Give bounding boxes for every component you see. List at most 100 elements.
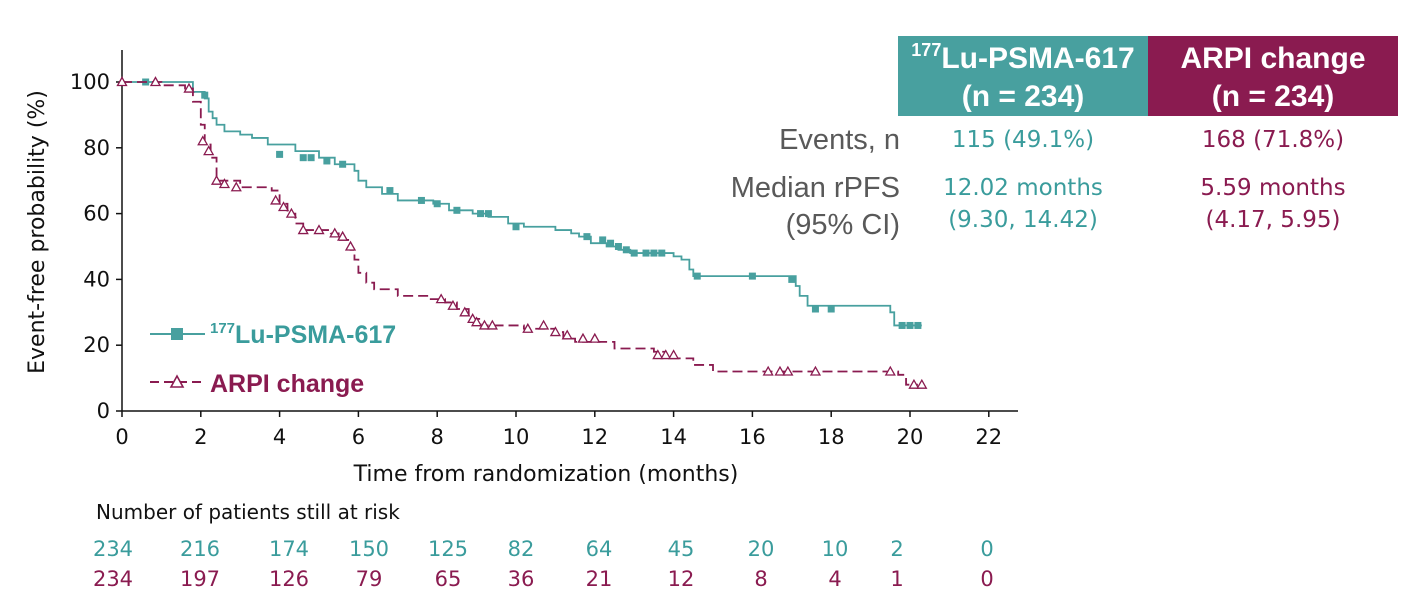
censor-mark-triangle <box>478 319 491 330</box>
censor-mark-triangle <box>577 332 589 343</box>
risk-row-lu-cell: 2 <box>890 537 904 561</box>
censor-mark-square <box>898 321 906 329</box>
lu-events: 115 (49.1%) <box>951 127 1095 153</box>
censor-mark-square <box>307 154 315 162</box>
censor-mark-square <box>477 210 485 218</box>
legend-label-lu: 177Lu-PSMA-617 <box>210 320 396 349</box>
risk-row-arpi-cell: 197 <box>179 567 221 591</box>
censor-mark-triangle <box>884 365 896 376</box>
censor-mark-triangle <box>116 76 128 87</box>
legend-item-lu: 177Lu-PSMA-617 <box>150 320 396 349</box>
ci-label: (95% CI) <box>785 209 900 241</box>
risk-row-arpi-cell: 79 <box>355 567 383 591</box>
legend-label-arpi: ARPI change <box>210 370 364 398</box>
censor-mark-triangle <box>344 240 357 251</box>
risk-row-arpi-cell: 8 <box>754 567 768 591</box>
legend-marker-arpi <box>169 374 185 388</box>
lu-header-sup: 177 <box>911 40 942 60</box>
lu-ci: (9.30, 14.42) <box>948 207 1098 233</box>
series-layer <box>116 76 928 389</box>
axes: 0 2 4 6 8 10 12 14 16 18 20 22 0 20 40 60 80 100 <box>70 50 1018 449</box>
censor-mark-square <box>276 150 284 158</box>
censor-mark-square <box>599 236 607 244</box>
y-tick-label: 60 <box>83 202 110 226</box>
censor-mark-square <box>788 275 796 283</box>
risk-row-arpi-cell: 1 <box>890 567 904 591</box>
x-axis-title: Time from randomization (months) <box>353 462 739 487</box>
risk-row-arpi-cell: 65 <box>434 567 462 591</box>
censor-mark-triangle <box>277 201 290 212</box>
censor-mark-triangle <box>660 349 672 360</box>
arpi-ci: (4.17, 5.95) <box>1205 207 1341 233</box>
risk-table-title: Number of patients still at risk <box>96 500 400 524</box>
x-tick-label: 12 <box>581 425 608 449</box>
risk-row-arpi-cell: 234 <box>92 567 134 591</box>
risk-row-lu-cell: 174 <box>268 537 310 561</box>
risk-row-arpi-cell: 4 <box>828 567 842 591</box>
x-tick-label: 2 <box>194 425 207 449</box>
censor-mark-triangle <box>197 135 209 146</box>
x-tick-label: 0 <box>115 425 128 449</box>
censor-mark-square <box>299 154 307 162</box>
censor-mark-square <box>386 187 394 195</box>
censor-mark-square <box>484 210 492 218</box>
y-axis-title: Event-free probability (%) <box>25 90 50 374</box>
x-tick-label: 20 <box>897 425 924 449</box>
series-line <box>122 81 922 327</box>
y-tick-label: 100 <box>70 70 110 94</box>
censor-mark-square <box>622 246 630 254</box>
censor-mark-triangle <box>149 76 162 87</box>
lu-header-main: Lu-PSMA-617 <box>941 42 1135 75</box>
legend-label-lu-sup: 177 <box>210 320 235 337</box>
censor-mark-square <box>453 206 461 214</box>
censor-mark-square <box>650 249 658 257</box>
risk-row-arpi-cell: 12 <box>667 567 695 591</box>
lu-header-title: 177Lu-PSMA-617 <box>898 40 1148 78</box>
censor-mark-square <box>614 243 622 250</box>
risk-row-arpi-cell: 0 <box>980 567 994 591</box>
censor-mark-triangle <box>537 319 550 330</box>
censor-mark-square <box>583 233 591 241</box>
censor-mark-triangle <box>297 224 309 235</box>
arpi-events: 168 (71.8%) <box>1201 127 1345 153</box>
risk-row-lu-cell: 10 <box>821 537 849 561</box>
risk-row-lu-cell: 125 <box>427 537 469 561</box>
risk-row-lu-cell: 45 <box>667 537 695 561</box>
censor-mark-square <box>748 272 756 280</box>
events-label: Events, n <box>779 124 900 156</box>
y-tick-label: 20 <box>83 333 110 357</box>
x-tick-label: 16 <box>739 425 766 449</box>
risk-row-lu-cell: 234 <box>92 537 134 561</box>
legend-marker-lu <box>171 328 183 340</box>
risk-row-arpi-cell: 126 <box>268 567 310 591</box>
censor-mark-triangle <box>762 365 774 376</box>
y-tick-label: 0 <box>97 399 110 423</box>
legend-item-arpi: ARPI change <box>150 370 364 398</box>
series-lu-psma-617 <box>122 78 922 329</box>
censor-mark-square <box>642 249 650 257</box>
arpi-median: 5.59 months <box>1200 175 1346 201</box>
censor-mark-triangle <box>210 174 223 185</box>
censor-mark-triangle <box>908 378 920 389</box>
arpi-header-main: ARPI change <box>1180 42 1366 75</box>
censor-mark-square <box>658 249 666 257</box>
censor-mark-triangle <box>203 145 215 156</box>
risk-row-lu-cell: 20 <box>747 537 775 561</box>
censor-mark-square <box>811 305 819 313</box>
censor-mark-square <box>433 200 441 208</box>
arpi-header-n: (n = 234) <box>1211 80 1335 113</box>
risk-row-lu-cell: 82 <box>507 537 535 561</box>
risk-row-lu-cell: 150 <box>348 537 390 561</box>
legend: 177Lu-PSMA-617 ARPI change <box>150 320 396 398</box>
censor-mark-triangle <box>549 326 562 337</box>
censor-mark-triangle <box>561 329 573 340</box>
censor-mark-square <box>323 157 331 165</box>
censor-mark-triangle <box>522 322 534 333</box>
median-label: Median rPFS <box>730 172 900 204</box>
censor-mark-triangle <box>337 230 349 241</box>
censor-mark-triangle <box>470 316 483 327</box>
censor-mark-triangle <box>447 299 459 310</box>
censor-mark-square <box>693 272 701 280</box>
legend-label-lu-text: Lu-PSMA-617 <box>235 321 396 349</box>
